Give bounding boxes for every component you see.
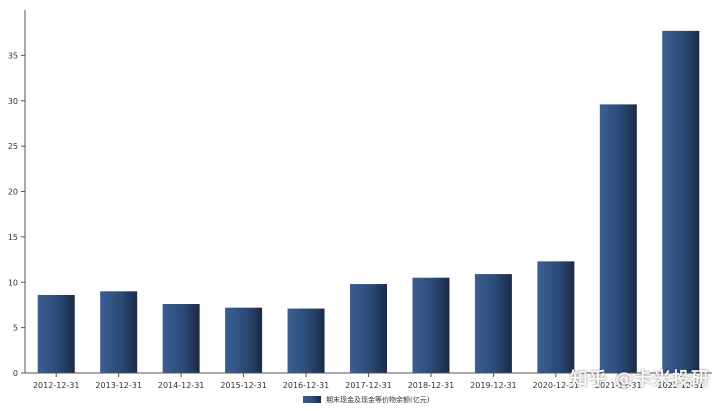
bar-2021-12-31 [599,104,637,373]
y-tick-label: 25 [8,142,18,151]
y-tick-label: 15 [8,233,18,242]
y-tick-label: 0 [13,369,18,378]
bar-2016-12-31 [287,308,325,373]
x-tick-label: 2020-12-31 [533,381,580,390]
y-tick-label: 35 [8,51,18,60]
x-tick-label: 2017-12-31 [345,381,392,390]
y-tick-label: 30 [8,97,18,106]
y-ticks-group: 0 5 10 15 20 25 30 35 [8,51,25,378]
bar-2012-12-31 [37,294,75,373]
bar-2017-12-31 [350,284,387,373]
bars-group [37,30,700,374]
bar-2022-12-31 [662,30,700,374]
x-tick-label: 2013-12-31 [95,381,142,390]
x-tick-label: 2014-12-31 [158,381,205,390]
legend: 期末现金及现金等价物余额(亿元) [303,395,430,404]
x-tick-label: 2012-12-31 [33,381,80,390]
watermark: 知乎 @卡米投研 [569,369,710,390]
legend-label: 期末现金及现金等价物余额(亿元) [326,395,430,404]
y-tick-label: 10 [8,278,18,287]
bar-2020-12-31 [537,261,575,373]
x-tick-label: 2016-12-31 [283,381,330,390]
x-tick-label: 2021-12-31 [595,381,642,390]
bar-2014-12-31 [162,304,200,373]
x-tick-label: 2022-12-31 [658,381,705,390]
bar-2013-12-31 [100,291,138,373]
bar-2018-12-31 [412,277,450,373]
x-tick-label: 2018-12-31 [408,381,455,390]
bar-2015-12-31 [225,307,263,373]
legend-swatch [303,396,321,403]
bar-2019-12-31 [474,274,512,373]
x-ticks-group: 2012-12-31 2013-12-31 2014-12-31 2015-12-31… [33,373,704,390]
y-tick-label: 20 [8,188,18,197]
x-tick-label: 2015-12-31 [220,381,267,390]
y-tick-label: 5 [13,324,18,333]
x-tick-label: 2019-12-31 [470,381,517,390]
